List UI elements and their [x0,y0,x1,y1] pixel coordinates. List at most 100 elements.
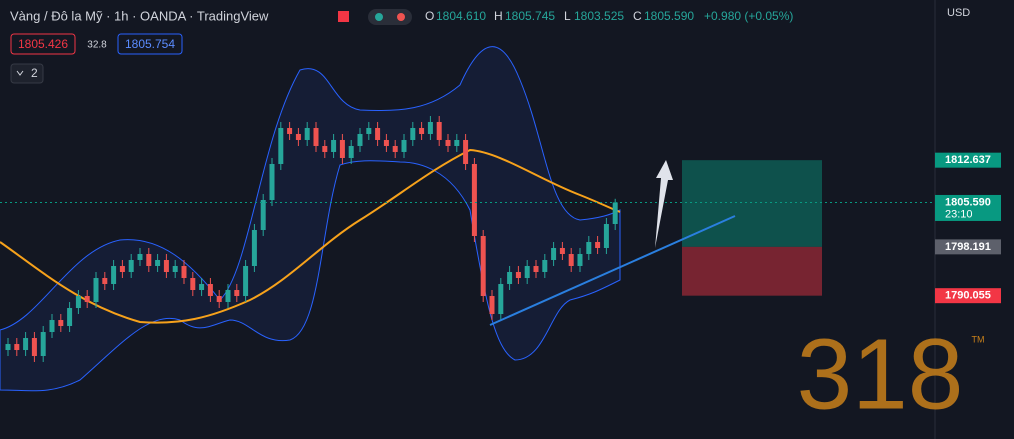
candle-body [498,284,504,315]
candle-body [287,127,293,134]
watermark-tm: TM [972,334,985,344]
candle [375,121,381,146]
candle-body [14,344,20,351]
candle-body [463,139,469,164]
candle-body [471,163,477,237]
candle [155,254,161,273]
candle [260,193,266,237]
candle [586,236,592,261]
candle [331,133,337,158]
arrow [655,160,673,248]
price-tag [935,288,1001,304]
indicators-count[interactable]: 2 [31,66,38,80]
candle [31,332,37,363]
candle [445,133,451,152]
candle [199,278,205,297]
currency[interactable]: USD [947,7,970,19]
candle [559,242,565,261]
candle-body [31,338,37,357]
candle-body [75,296,81,309]
candle-body [163,260,169,273]
candle [568,248,574,273]
candle [14,338,20,357]
candle [427,115,433,140]
candle [480,230,486,303]
candle-body [533,266,539,273]
candle-body [577,254,583,267]
candle-body [339,139,345,158]
candle-body [5,344,11,351]
candle-body [93,278,99,303]
candle-body [155,260,161,267]
candle-body [251,230,257,267]
candle-body [181,266,187,279]
candle [102,272,108,291]
candle-body [392,145,398,152]
candle [551,242,557,267]
candle [278,121,284,170]
h-value: 1805.745 [505,9,555,23]
candle-body [111,266,117,285]
candle [507,266,513,291]
candle [216,290,222,309]
candle [93,272,99,309]
candle-body [84,296,90,303]
moving-average [0,148,621,324]
candle-body [225,290,231,303]
change: +0.980 (+0.05%) [704,9,793,23]
candle [207,278,213,303]
candle [181,260,187,285]
candle-body [436,121,442,140]
candle [436,115,442,146]
candle-body [295,133,301,140]
candle-body [612,202,618,225]
candle [234,284,240,303]
price-tag [935,239,1001,255]
candle [366,121,372,140]
indicators-toggle[interactable] [10,63,44,84]
candle [392,139,398,158]
price-tag [935,194,1001,221]
candle [128,254,134,279]
candle-body [313,127,319,146]
candle [172,260,178,279]
watermark: 318 [797,318,964,430]
candle [146,248,152,273]
candle-body [304,127,310,140]
candle-body [427,121,433,134]
bid-box[interactable] [10,33,76,55]
candle-body [445,139,451,146]
position-box [682,160,822,296]
candle-body [515,272,521,279]
candle-body [322,145,328,152]
candle [489,290,495,321]
candle [163,254,169,279]
candle-body [190,278,196,291]
candle-body [454,139,460,146]
ask[interactable]: 1805.754 [125,37,175,51]
candle-body [269,163,275,200]
candle [410,121,416,146]
candle [454,133,460,152]
candle-body [23,338,29,351]
candle-body [551,248,557,261]
status [368,9,412,25]
candles [5,115,618,363]
ask-box[interactable] [117,33,183,55]
candle [295,127,301,146]
candle-body [375,127,381,140]
bid[interactable]: 1805.426 [18,37,68,51]
candle [225,284,231,309]
candle [75,290,81,315]
candle-body [383,139,389,146]
candle-body [331,139,337,152]
candle-body [102,278,108,285]
candle [401,133,407,158]
candle-body [489,296,495,315]
candle-body [410,127,416,140]
symbol: Vàng / Đô la Mỹ · 1h · OANDA · TradingVi… [10,8,269,23]
c-value: 1805.590 [644,9,694,23]
candle [322,139,328,158]
